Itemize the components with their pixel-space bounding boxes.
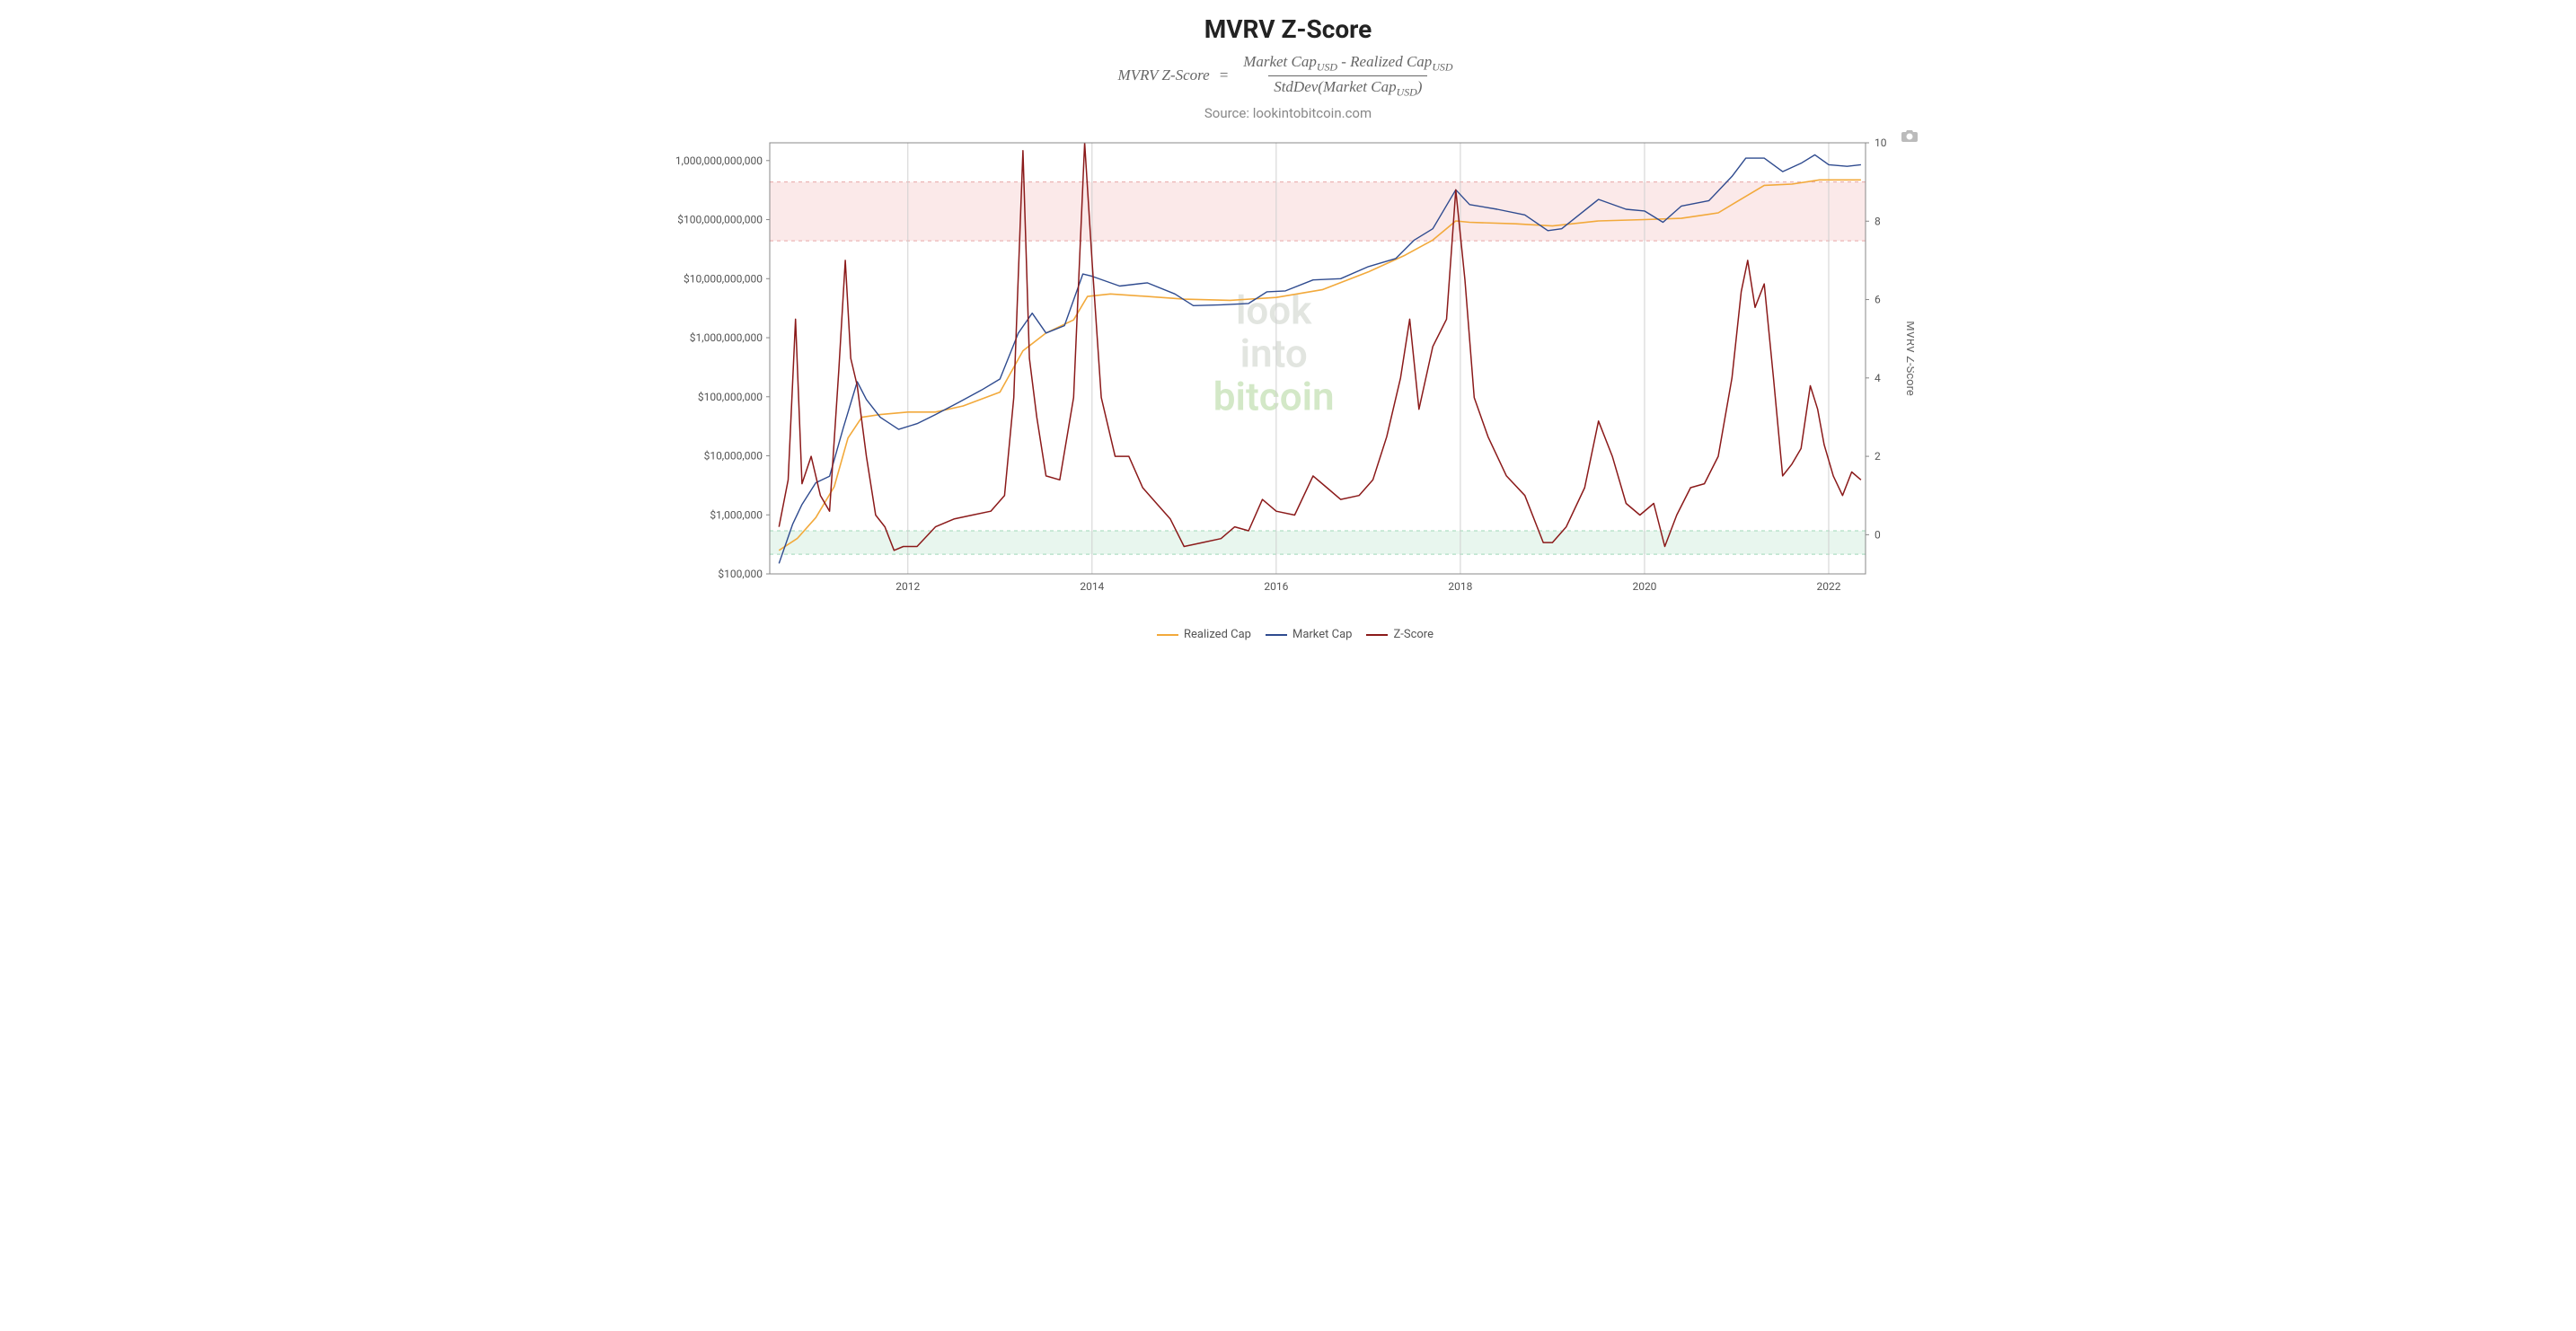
svg-text:$1,000,000: $1,000,000 xyxy=(710,509,763,522)
svg-text:2020: 2020 xyxy=(1632,580,1656,593)
svg-text:6: 6 xyxy=(1875,294,1881,306)
chart-legend: Realized Cap Market Cap Z-Score xyxy=(644,628,1932,641)
svg-text:8: 8 xyxy=(1875,216,1881,228)
chart-source: Source: lookintobitcoin.com xyxy=(644,105,1932,121)
svg-text:into: into xyxy=(1240,331,1308,377)
legend-label[interactable]: Z-Score xyxy=(1393,628,1434,641)
svg-text:4: 4 xyxy=(1875,372,1881,384)
formula-eq: = xyxy=(1219,66,1229,84)
chart-plot: lookintobitcoin 2012 2014 2016 2018 2020 2022 $… xyxy=(662,134,1914,619)
svg-text:1,000,000,000,000: 1,000,000,000,000 xyxy=(675,154,763,167)
formula: MVRV Z-Score = Market CapUSD - Realized … xyxy=(644,53,1932,98)
svg-text:$100,000: $100,000 xyxy=(718,568,763,580)
svg-text:$10,000,000: $10,000,000 xyxy=(704,450,763,463)
svg-text:MVRV Z-Score: MVRV Z-Score xyxy=(1903,322,1914,397)
svg-text:2014: 2014 xyxy=(1080,580,1104,593)
svg-text:$100,000,000: $100,000,000 xyxy=(698,391,763,403)
legend-swatch[interactable] xyxy=(1266,634,1287,636)
legend-swatch[interactable] xyxy=(1157,634,1178,636)
chart-page: MVRV Z-Score MVRV Z-Score = Market CapUS… xyxy=(626,0,1950,659)
camera-icon[interactable] xyxy=(1901,128,1918,143)
chart-container: lookintobitcoin 2012 2014 2016 2018 2020 2022 $… xyxy=(662,134,1914,619)
svg-text:2022: 2022 xyxy=(1816,580,1840,593)
svg-text:2018: 2018 xyxy=(1448,580,1472,593)
svg-text:$100,000,000,000: $100,000,000,000 xyxy=(677,214,763,226)
svg-text:2: 2 xyxy=(1875,450,1881,463)
svg-text:2012: 2012 xyxy=(895,580,920,593)
svg-text:look: look xyxy=(1236,287,1312,334)
legend-label[interactable]: Market Cap xyxy=(1292,628,1353,641)
svg-text:$1,000,000,000: $1,000,000,000 xyxy=(690,331,763,344)
legend-swatch[interactable] xyxy=(1366,634,1388,636)
chart-title: MVRV Z-Score xyxy=(644,14,1932,44)
formula-lhs: MVRV Z-Score xyxy=(1118,66,1210,84)
formula-fraction: Market CapUSD - Realized CapUSD StdDev(M… xyxy=(1238,53,1458,98)
svg-text:0: 0 xyxy=(1875,529,1881,542)
svg-text:2016: 2016 xyxy=(1264,580,1288,593)
svg-text:bitcoin: bitcoin xyxy=(1213,374,1335,420)
legend-label[interactable]: Realized Cap xyxy=(1184,628,1251,641)
svg-text:10: 10 xyxy=(1875,137,1887,149)
svg-text:$10,000,000,000: $10,000,000,000 xyxy=(684,273,763,286)
